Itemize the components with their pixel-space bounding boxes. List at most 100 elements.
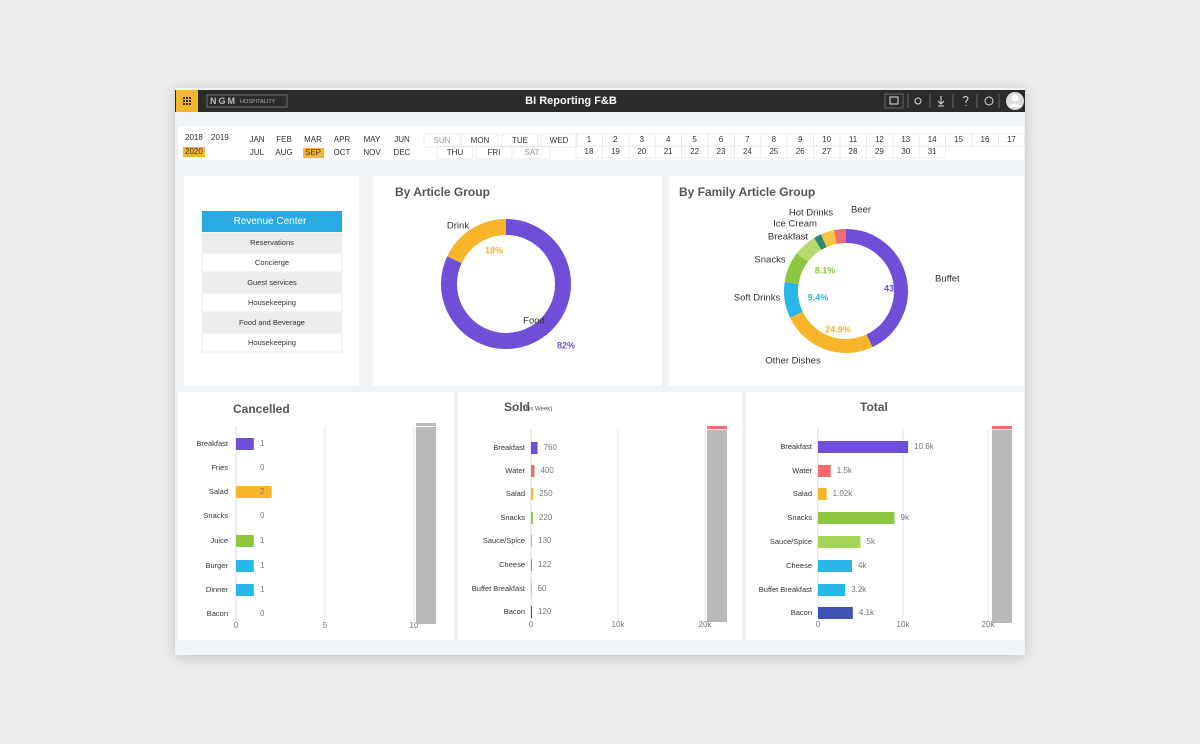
month-selected-bg <box>303 148 324 158</box>
category-label: Dinner <box>206 585 229 594</box>
value-label: 2 <box>260 487 265 496</box>
chart-title: Sold <box>504 400 530 414</box>
month-option[interactable]: JUN <box>394 135 410 144</box>
day-option[interactable]: 16 <box>981 135 990 144</box>
value-label: 250 <box>539 489 553 498</box>
value-label: 3.2k <box>851 585 867 594</box>
weekday-cell <box>436 145 474 160</box>
month-option[interactable]: FEB <box>276 135 292 144</box>
day-option[interactable]: 31 <box>928 147 937 156</box>
bar <box>531 606 533 618</box>
day-option[interactable]: 18 <box>585 147 594 156</box>
day-option[interactable]: 23 <box>717 147 726 156</box>
day-option[interactable]: 28 <box>849 147 858 156</box>
day-option[interactable]: 14 <box>928 135 937 144</box>
bar <box>531 465 535 477</box>
month-option[interactable]: AUG <box>275 148 292 157</box>
year-option[interactable]: 2018 <box>185 133 203 142</box>
value-label: 220 <box>539 513 553 522</box>
category-label: Juice <box>210 536 228 545</box>
category-label: Bacon <box>207 609 228 618</box>
category-label: Cheese <box>786 561 812 570</box>
bar <box>531 583 532 595</box>
day-option[interactable]: 17 <box>1007 135 1016 144</box>
day-option[interactable]: 2 <box>613 135 618 144</box>
month-option[interactable]: OCT <box>334 148 351 157</box>
day-option[interactable]: 10 <box>822 135 831 144</box>
day-option[interactable]: 5 <box>692 135 697 144</box>
category-label: Snacks <box>787 513 812 522</box>
weekday-option[interactable]: WED <box>550 136 569 145</box>
value-label: 760 <box>544 443 558 452</box>
day-option[interactable]: 8 <box>772 135 777 144</box>
revenue-item[interactable]: Housekeeping <box>248 298 296 307</box>
weekday-option[interactable]: MON <box>471 136 490 145</box>
category-label: Cheese <box>499 560 525 569</box>
revenue-item[interactable]: Guest services <box>247 278 297 287</box>
revenue-item-bg <box>201 292 343 313</box>
weekday-option[interactable]: THU <box>447 148 464 157</box>
year-option[interactable]: 2019 <box>211 133 229 142</box>
day-option[interactable]: 26 <box>796 147 805 156</box>
revenue-item[interactable]: Reservations <box>250 238 294 247</box>
month-option[interactable]: DEC <box>394 148 411 157</box>
bar <box>236 560 254 572</box>
category-label: Water <box>792 466 812 475</box>
value-label: 1.5k <box>837 466 853 475</box>
bar <box>818 536 861 548</box>
weekday-option[interactable]: SAT <box>525 148 540 157</box>
day-option[interactable]: 4 <box>666 135 671 144</box>
bar <box>531 535 533 547</box>
day-option[interactable]: 22 <box>690 147 699 156</box>
month-option[interactable]: JUL <box>250 148 265 157</box>
month-option[interactable]: MAY <box>364 135 381 144</box>
slice-value-label: 82% <box>557 340 575 350</box>
month-option[interactable]: SEP <box>305 148 321 157</box>
day-option[interactable]: 6 <box>719 135 724 144</box>
slice-value-label: 24.9% <box>825 324 851 334</box>
value-label: 4k <box>858 561 867 570</box>
day-option[interactable]: 30 <box>901 147 910 156</box>
month-option[interactable]: APR <box>334 135 351 144</box>
slice-label: Drink <box>447 221 469 232</box>
month-option[interactable]: MAR <box>304 135 322 144</box>
day-option[interactable]: 20 <box>637 147 646 156</box>
weekday-option[interactable]: TUE <box>512 136 528 145</box>
day-option[interactable]: 27 <box>822 147 831 156</box>
day-option[interactable]: 24 <box>743 147 752 156</box>
scroll-track <box>707 430 727 622</box>
day-option[interactable]: 7 <box>745 135 750 144</box>
bar <box>531 488 534 500</box>
donut-slice <box>814 234 827 250</box>
month-option[interactable]: NOV <box>363 148 381 157</box>
revenue-item-bg <box>201 272 343 293</box>
bar <box>818 584 846 596</box>
revenue-item[interactable]: Food and Beverage <box>239 318 305 327</box>
weekday-option[interactable]: FRI <box>488 148 501 157</box>
revenue-item[interactable]: Concierge <box>255 258 289 267</box>
day-option[interactable]: 25 <box>769 147 778 156</box>
weekday-option[interactable]: SUN <box>434 136 451 145</box>
article-panel <box>373 176 662 386</box>
donut-slice <box>821 230 837 248</box>
x-tick-label: 20k <box>699 620 713 629</box>
slice-value-label: 18% <box>485 245 503 255</box>
day-option[interactable]: 15 <box>954 135 963 144</box>
app-title: BI Reporting F&B <box>525 95 617 107</box>
day-option[interactable]: 1 <box>587 135 592 144</box>
day-option[interactable]: 21 <box>664 147 673 156</box>
logo-box <box>206 94 288 108</box>
revenue-item[interactable]: Housekeeping <box>248 338 296 347</box>
category-label: Sauce/Spice <box>483 536 525 545</box>
category-label: Breakfast <box>196 439 229 448</box>
day-option[interactable]: 29 <box>875 147 884 156</box>
month-option[interactable]: JAN <box>249 135 264 144</box>
day-option[interactable]: 13 <box>901 135 910 144</box>
day-option[interactable]: 9 <box>798 135 803 144</box>
day-option[interactable]: 11 <box>849 135 858 144</box>
day-option[interactable]: 3 <box>640 135 645 144</box>
year-option[interactable]: 2020 <box>185 147 203 156</box>
day-option[interactable]: 12 <box>875 135 884 144</box>
day-option[interactable]: 19 <box>611 147 620 156</box>
